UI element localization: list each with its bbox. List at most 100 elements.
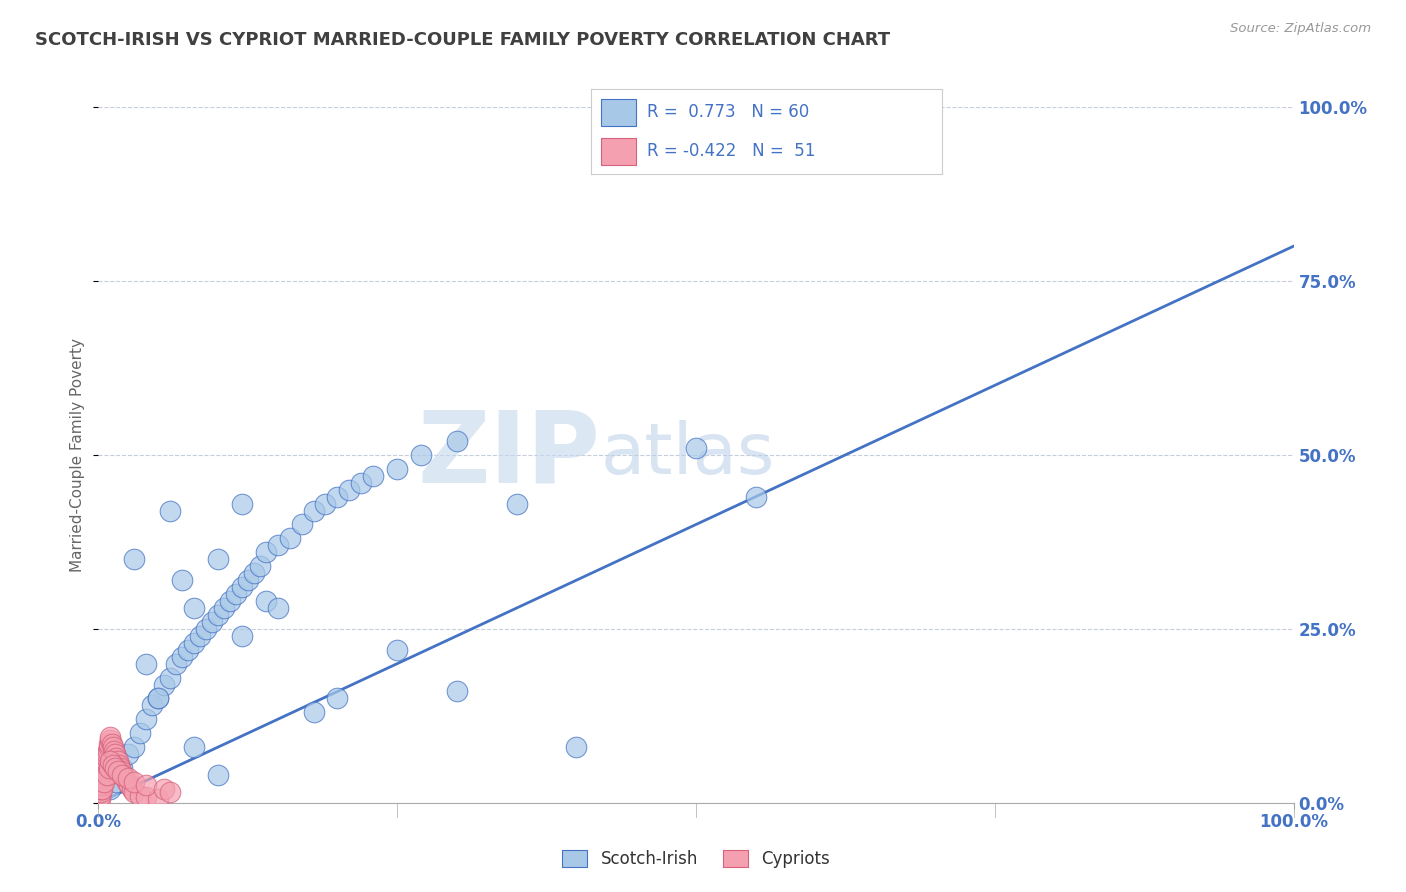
Point: [207, 768, 229, 782]
Point: [94, 761, 117, 775]
Point: [90, 781, 112, 796]
Point: [363, 468, 385, 483]
Point: [97, 744, 120, 758]
Point: [315, 497, 337, 511]
Point: [108, 761, 131, 775]
Point: [231, 629, 253, 643]
Text: R =  0.773   N = 60: R = 0.773 N = 60: [647, 103, 808, 121]
Point: [172, 649, 194, 664]
Point: [105, 750, 128, 764]
Point: [93, 775, 115, 789]
Point: [104, 747, 127, 761]
Point: [231, 580, 253, 594]
Point: [326, 490, 349, 504]
Point: [93, 764, 115, 779]
Point: [98, 737, 121, 751]
Point: [103, 744, 125, 758]
Point: [302, 503, 325, 517]
Point: [124, 785, 146, 799]
Point: [350, 475, 373, 490]
Point: [135, 790, 157, 805]
Point: [110, 764, 132, 779]
Point: [212, 601, 235, 615]
Point: [129, 726, 152, 740]
Point: [565, 740, 588, 755]
Point: [153, 677, 176, 691]
Point: [165, 657, 187, 671]
Point: [685, 441, 707, 455]
Point: [411, 448, 433, 462]
Point: [141, 698, 163, 713]
Point: [91, 781, 114, 796]
Point: [506, 497, 529, 511]
Point: [124, 775, 146, 789]
Point: [98, 754, 122, 768]
Text: SCOTCH-IRISH VS CYPRIOT MARRIED-COUPLE FAMILY POVERTY CORRELATION CHART: SCOTCH-IRISH VS CYPRIOT MARRIED-COUPLE F…: [35, 31, 890, 49]
Point: [236, 573, 259, 587]
Point: [94, 757, 117, 772]
Point: [100, 737, 122, 751]
Legend: Scotch-Irish, Cypriots: Scotch-Irish, Cypriots: [555, 843, 837, 874]
Point: [153, 781, 176, 796]
Point: [93, 768, 115, 782]
Text: ZIP: ZIP: [418, 407, 600, 503]
Point: [159, 503, 181, 517]
Point: [91, 778, 114, 792]
Point: [101, 740, 124, 755]
Point: [104, 761, 127, 775]
Point: [98, 730, 122, 744]
Point: [121, 781, 143, 796]
Point: [107, 764, 129, 779]
Point: [89, 789, 111, 803]
Point: [254, 545, 277, 559]
Point: [339, 483, 360, 497]
Point: [114, 772, 136, 786]
Point: [148, 792, 170, 806]
Point: [91, 772, 114, 786]
Point: [183, 636, 205, 650]
Point: [124, 740, 146, 755]
Point: [91, 775, 114, 789]
Point: [159, 671, 181, 685]
Point: [183, 601, 205, 615]
Point: [96, 747, 118, 761]
Point: [118, 778, 141, 792]
Point: [177, 642, 200, 657]
Bar: [602, 138, 636, 165]
Y-axis label: Married-Couple Family Poverty: Married-Couple Family Poverty: [70, 338, 86, 572]
Point: [90, 785, 112, 799]
Point: [129, 789, 152, 803]
Point: [98, 781, 122, 796]
Point: [107, 757, 129, 772]
Point: [135, 778, 157, 792]
Point: [148, 691, 170, 706]
Point: [201, 615, 224, 629]
Point: [96, 754, 118, 768]
Point: [385, 642, 409, 657]
Point: [148, 691, 170, 706]
Point: [446, 434, 468, 448]
Point: [96, 768, 118, 782]
Point: [98, 761, 121, 775]
Point: [207, 552, 229, 566]
Point: [96, 750, 118, 764]
Point: [111, 768, 134, 782]
Text: atlas: atlas: [600, 420, 775, 490]
Point: [290, 517, 312, 532]
Point: [135, 657, 157, 671]
Point: [219, 594, 242, 608]
Point: [159, 785, 181, 799]
Point: [172, 573, 194, 587]
Point: [117, 772, 139, 786]
Point: [254, 594, 277, 608]
Point: [385, 462, 409, 476]
Point: [115, 775, 138, 789]
Point: [278, 532, 301, 546]
Text: Source: ZipAtlas.com: Source: ZipAtlas.com: [1230, 22, 1371, 36]
Point: [243, 566, 266, 581]
Point: [124, 552, 146, 566]
Point: [267, 601, 290, 615]
Point: [249, 559, 271, 574]
Point: [105, 775, 128, 789]
Text: R = -0.422   N =  51: R = -0.422 N = 51: [647, 142, 815, 160]
